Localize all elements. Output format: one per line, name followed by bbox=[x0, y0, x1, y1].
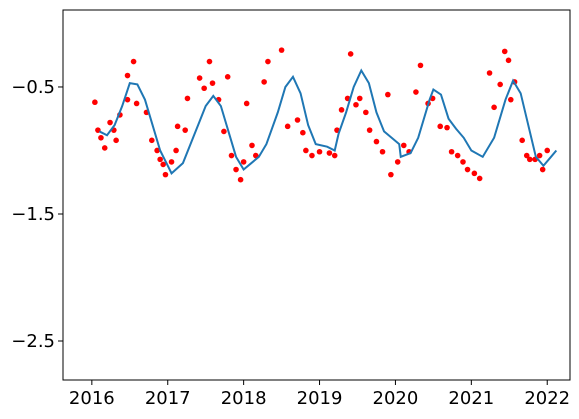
scatter-point bbox=[113, 137, 119, 144]
plot-frame bbox=[62, 9, 571, 381]
scatter-point bbox=[265, 58, 271, 65]
scatter-point bbox=[507, 96, 514, 103]
scatter-point bbox=[278, 47, 285, 53]
scatter-point bbox=[388, 171, 394, 178]
scatter-point bbox=[174, 123, 181, 130]
scatter-point bbox=[505, 57, 512, 64]
scatter-point bbox=[464, 166, 471, 173]
scatter-point bbox=[124, 96, 131, 103]
scatter-point bbox=[300, 129, 306, 136]
scatter-point bbox=[523, 152, 530, 159]
scatter-point bbox=[209, 80, 216, 86]
line-series bbox=[98, 68, 558, 175]
y-tick-label: −1.5 bbox=[11, 204, 55, 225]
scatter-point bbox=[101, 145, 108, 151]
scatter-point bbox=[168, 159, 175, 165]
scatter-point bbox=[448, 148, 455, 155]
scatter-point bbox=[224, 74, 231, 80]
scatter-point bbox=[294, 117, 301, 123]
x-tick-label: 2017 bbox=[145, 388, 191, 409]
x-tick-label: 2019 bbox=[297, 388, 343, 409]
scatter-point bbox=[471, 170, 478, 177]
scatter-point bbox=[149, 137, 155, 144]
scatter-point bbox=[413, 89, 419, 95]
x-tick-label: 2022 bbox=[524, 388, 570, 409]
scatter-point bbox=[454, 152, 461, 159]
scatter-point bbox=[331, 152, 338, 159]
scatter-point bbox=[130, 58, 137, 65]
scatter-point bbox=[261, 79, 267, 85]
scatter-point bbox=[206, 58, 213, 65]
scatter-point bbox=[476, 175, 483, 182]
scatter-point bbox=[249, 142, 255, 149]
y-tick-label: −0.5 bbox=[11, 77, 55, 98]
scatter-point bbox=[394, 159, 401, 165]
scatter-point bbox=[347, 51, 354, 57]
scatter-point bbox=[444, 124, 450, 131]
scatter-point bbox=[437, 123, 444, 130]
scatter-point bbox=[536, 152, 543, 159]
scatter-point bbox=[385, 91, 391, 98]
x-tick-label: 2020 bbox=[373, 388, 419, 409]
scatter-point bbox=[338, 107, 345, 113]
scatter-point bbox=[486, 70, 493, 76]
scatter-point bbox=[379, 148, 386, 155]
scatter-point bbox=[316, 148, 323, 155]
scatter-point bbox=[92, 99, 98, 106]
scatter-point bbox=[460, 159, 466, 165]
scatter-point bbox=[309, 152, 315, 159]
y-tick-label: −2.5 bbox=[11, 331, 55, 352]
scatter-point bbox=[133, 100, 140, 107]
scatter-point bbox=[237, 176, 244, 183]
scatter-point bbox=[173, 147, 179, 154]
scatter-point bbox=[95, 127, 101, 133]
scatter-point bbox=[539, 166, 546, 173]
scatter-point bbox=[363, 109, 369, 116]
x-tick-label: 2016 bbox=[69, 388, 115, 409]
scatter-point bbox=[353, 101, 359, 108]
x-tick-label: 2021 bbox=[448, 388, 494, 409]
scatter-point bbox=[243, 100, 250, 107]
scatter-point bbox=[157, 156, 163, 163]
scatter-point bbox=[400, 142, 407, 149]
scatter-point bbox=[182, 127, 188, 133]
scatter-point bbox=[233, 166, 239, 173]
scatter-point bbox=[196, 75, 203, 81]
x-tick-label: 2018 bbox=[221, 388, 267, 409]
scatter-point bbox=[284, 123, 291, 130]
scatter-point bbox=[160, 161, 166, 168]
scatter-point bbox=[240, 159, 247, 165]
scatter-point bbox=[417, 62, 424, 69]
scatter-point bbox=[544, 147, 551, 154]
scatter-point bbox=[221, 128, 227, 135]
scatter-point bbox=[356, 95, 363, 102]
scatter-point bbox=[184, 95, 191, 102]
scatter-point bbox=[497, 81, 503, 88]
scatter-point bbox=[519, 137, 525, 144]
scatter-point bbox=[98, 134, 104, 141]
scatter-point bbox=[373, 138, 380, 145]
scatter-point bbox=[526, 156, 533, 163]
scatter-point bbox=[162, 171, 169, 178]
scatter-point bbox=[107, 119, 113, 126]
scatter-point bbox=[154, 147, 160, 154]
scatter-point bbox=[228, 152, 235, 159]
scatter-point bbox=[326, 150, 333, 156]
scatter-point bbox=[366, 127, 373, 133]
scatter-point bbox=[491, 104, 497, 111]
scatter-point bbox=[501, 48, 508, 55]
scatter-point bbox=[124, 72, 131, 79]
scatter-point bbox=[303, 147, 309, 154]
scatter-point bbox=[201, 85, 207, 92]
